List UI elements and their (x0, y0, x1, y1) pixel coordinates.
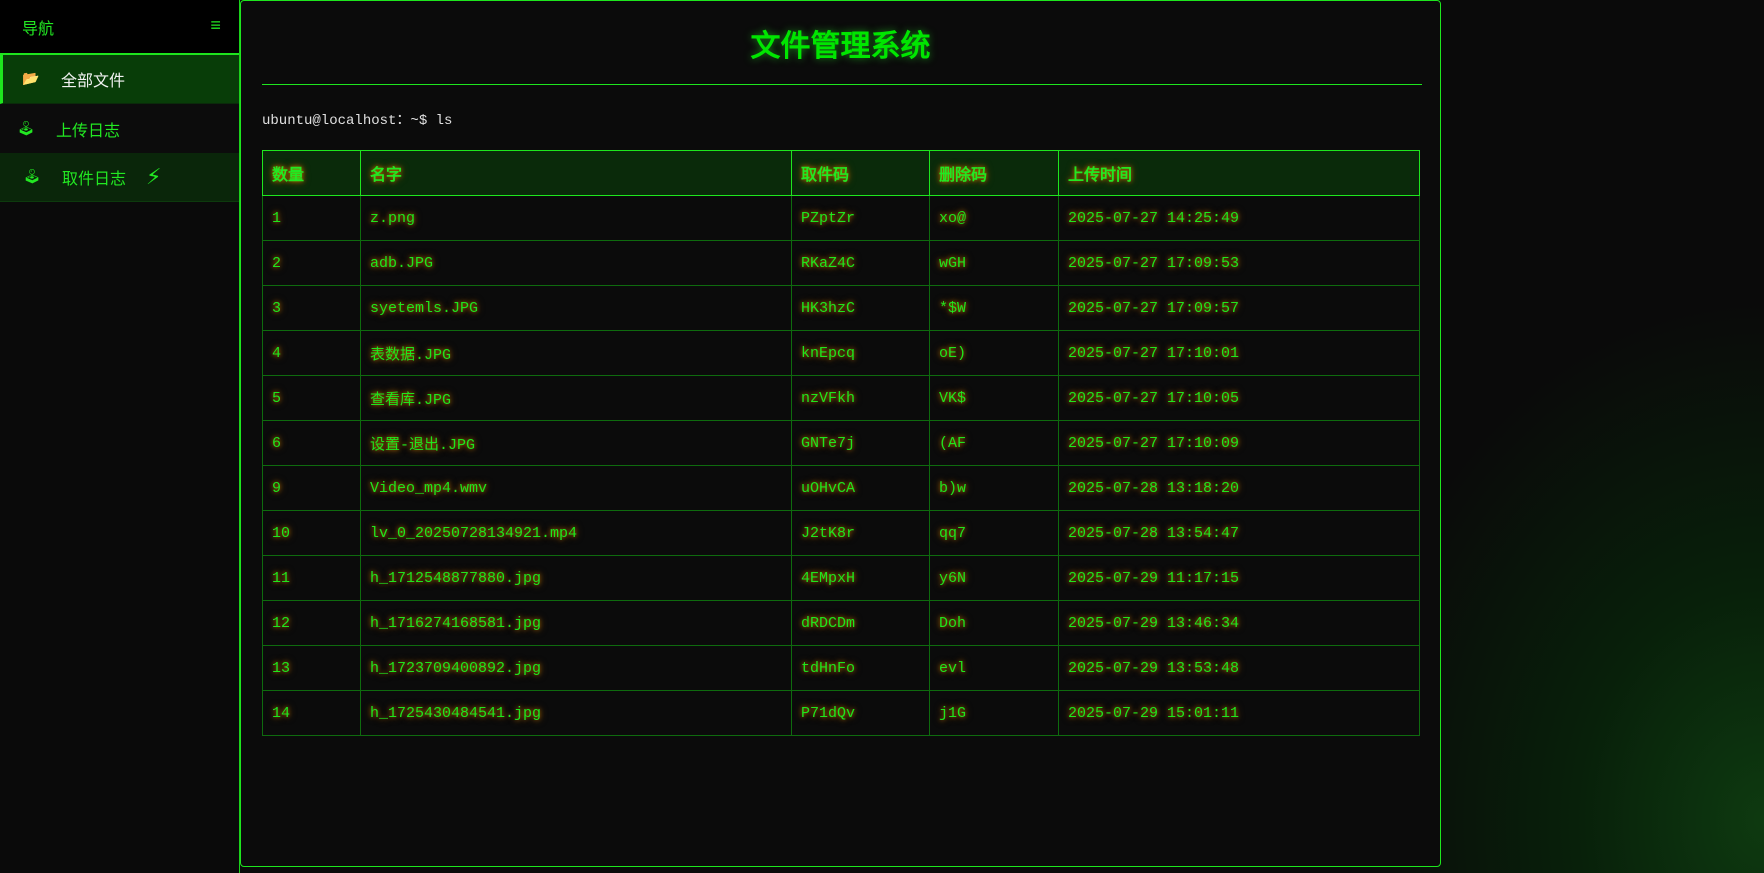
table-cell: h_1716274168581.jpg (360, 600, 792, 646)
table-cell: 13 (262, 645, 361, 691)
table-cell: 设置-退出.JPG (360, 420, 792, 466)
table-cell: P71dQv (791, 690, 930, 736)
table-cell: 9 (262, 465, 361, 511)
sidebar-item-upload-log[interactable]: 🕹 上传日志 (0, 104, 239, 153)
table-cell: (AF (929, 420, 1059, 466)
table-header: 数量 名字 取件码 删除码 上传时间 (262, 150, 1420, 196)
table-cell: h_1725430484541.jpg (360, 690, 792, 736)
table-cell: j1G (929, 690, 1059, 736)
main-panel: 文件管理系统 ubuntu@localhost：~$ ls 数量 名字 取件码 删除码… (240, 0, 1441, 867)
table-cell: 2025-07-29 11:17:15 (1058, 555, 1420, 601)
table-cell: 2 (262, 240, 361, 286)
joystick-icon: 🕹 (23, 169, 41, 185)
table-cell: VK$ (929, 375, 1059, 421)
table-cell: xo@ (929, 195, 1059, 241)
table-cell: Video_mp4.wmv (360, 465, 792, 511)
table-row: 6 设置-退出.JPG GNTe7j (AF 2025-07-27 17:10:09 (262, 420, 1420, 466)
table-cell: h_1723709400892.jpg (360, 645, 792, 691)
table-cell: 1 (262, 195, 361, 241)
table-cell: nzVFkh (791, 375, 930, 421)
table-row: 11 h_1712548877880.jpg 4EMpxH y6N 2025-07-29… (262, 555, 1420, 601)
table-cell: 14 (262, 690, 361, 736)
table-cell: 2025-07-27 17:09:57 (1058, 285, 1420, 331)
sidebar-item-label: 全部文件 (61, 71, 126, 90)
table-cell: 12 (262, 600, 361, 646)
table-cell: y6N (929, 555, 1059, 601)
table-cell: 2025-07-29 15:01:11 (1058, 690, 1420, 736)
table-row: 10 lv_0_20250728134921.mp4 J2tK8r qq7 2025-0… (262, 510, 1420, 556)
table-cell: 2025-07-29 13:46:34 (1058, 600, 1420, 646)
sidebar-item-pickup-log[interactable]: 🕹 取件日志 ⚡ (0, 153, 239, 202)
table-cell: HK3hzC (791, 285, 930, 331)
table-cell: 2025-07-27 17:10:01 (1058, 330, 1420, 376)
sidebar-header: 导航 ≡ (0, 0, 239, 55)
table-cell: h_1712548877880.jpg (360, 555, 792, 601)
table-cell: tdHnFo (791, 645, 930, 691)
file-table: 数量 名字 取件码 删除码 上传时间 1 z.png PZptZr xo@ 2025-07-27… (262, 150, 1420, 736)
page-title: 文件管理系统 (750, 29, 931, 64)
table-cell: RKaZ4C (791, 240, 930, 286)
folder-icon: 📂 (22, 71, 40, 87)
table-cell: adb.JPG (360, 240, 792, 286)
table-cell: Doh (929, 600, 1059, 646)
table-cell: J2tK8r (791, 510, 930, 556)
table-cell: 6 (262, 420, 361, 466)
table-cell: 5 (262, 375, 361, 421)
menu-icon[interactable]: ≡ (210, 16, 221, 37)
sidebar-item-all-files[interactable]: 📂 全部文件 (0, 55, 239, 104)
table-cell: 查看库.JPG (360, 375, 792, 421)
table-cell: 10 (262, 510, 361, 556)
table-cell: wGH (929, 240, 1059, 286)
column-header: 数量 (262, 150, 361, 196)
column-header: 删除码 (929, 150, 1059, 196)
table-cell: syetemls.JPG (360, 285, 792, 331)
table-cell: 表数据.JPG (360, 330, 792, 376)
terminal-prompt: ubuntu@localhost：~$ ls (262, 113, 453, 129)
sidebar-item-label: 取件日志 (62, 169, 127, 188)
joystick-icon: 🕹 (17, 120, 35, 137)
table-cell: dRDCDm (791, 600, 930, 646)
table-cell: 11 (262, 555, 361, 601)
sidebar: 导航 ≡ 📂 全部文件 🕹 上传日志 🕹 取件日志 ⚡ (0, 0, 240, 873)
table-row: 2 adb.JPG RKaZ4C wGH 2025-07-27 17:09:53 (262, 240, 1420, 286)
column-header: 名字 (360, 150, 792, 196)
table-cell: 2025-07-27 17:10:05 (1058, 375, 1420, 421)
table-row: 9 Video_mp4.wmv uOHvCA b)w 2025-07-28 13:18:… (262, 465, 1420, 511)
table-cell: PZptZr (791, 195, 930, 241)
table-row: 14 h_1725430484541.jpg P71dQv j1G 2025-07-29… (262, 690, 1420, 736)
table-cell: 2025-07-27 17:10:09 (1058, 420, 1420, 466)
table-row: 3 syetemls.JPG HK3hzC *$W 2025-07-27 17:09:5… (262, 285, 1420, 331)
table-cell: 4 (262, 330, 361, 376)
table-cell: GNTe7j (791, 420, 930, 466)
table-row: 12 h_1716274168581.jpg dRDCDm Doh 2025-07-29… (262, 600, 1420, 646)
table-cell: knEpcq (791, 330, 930, 376)
table-row: 13 h_1723709400892.jpg tdHnFo evl 2025-07-29… (262, 645, 1420, 691)
table-cell: b)w (929, 465, 1059, 511)
table-cell: lv_0_20250728134921.mp4 (360, 510, 792, 556)
table-row: 1 z.png PZptZr xo@ 2025-07-27 14:25:49 (262, 195, 1420, 241)
column-header: 取件码 (791, 150, 930, 196)
table-cell: 2025-07-28 13:18:20 (1058, 465, 1420, 511)
column-header: 上传时间 (1058, 150, 1420, 196)
table-cell: 4EMpxH (791, 555, 930, 601)
table-cell: *$W (929, 285, 1059, 331)
table-cell: oE) (929, 330, 1059, 376)
sidebar-item-label: 上传日志 (56, 120, 121, 140)
table-cell: 2025-07-28 13:54:47 (1058, 510, 1420, 556)
table-cell: 2025-07-27 14:25:49 (1058, 195, 1420, 241)
table-row: 5 查看库.JPG nzVFkh VK$ 2025-07-27 17:10:05 (262, 375, 1420, 421)
table-cell: evl (929, 645, 1059, 691)
table-cell: 3 (262, 285, 361, 331)
table-cell: z.png (360, 195, 792, 241)
table-cell: uOHvCA (791, 465, 930, 511)
table-cell: 2025-07-27 17:09:53 (1058, 240, 1420, 286)
pikachu-icon: ⚡ (146, 164, 162, 190)
sidebar-title: 导航 (22, 18, 55, 38)
table-cell: 2025-07-29 13:53:48 (1058, 645, 1420, 691)
table-row: 4 表数据.JPG knEpcq oE) 2025-07-27 17:10:01 (262, 330, 1420, 376)
divider (262, 84, 1422, 85)
table-cell: qq7 (929, 510, 1059, 556)
